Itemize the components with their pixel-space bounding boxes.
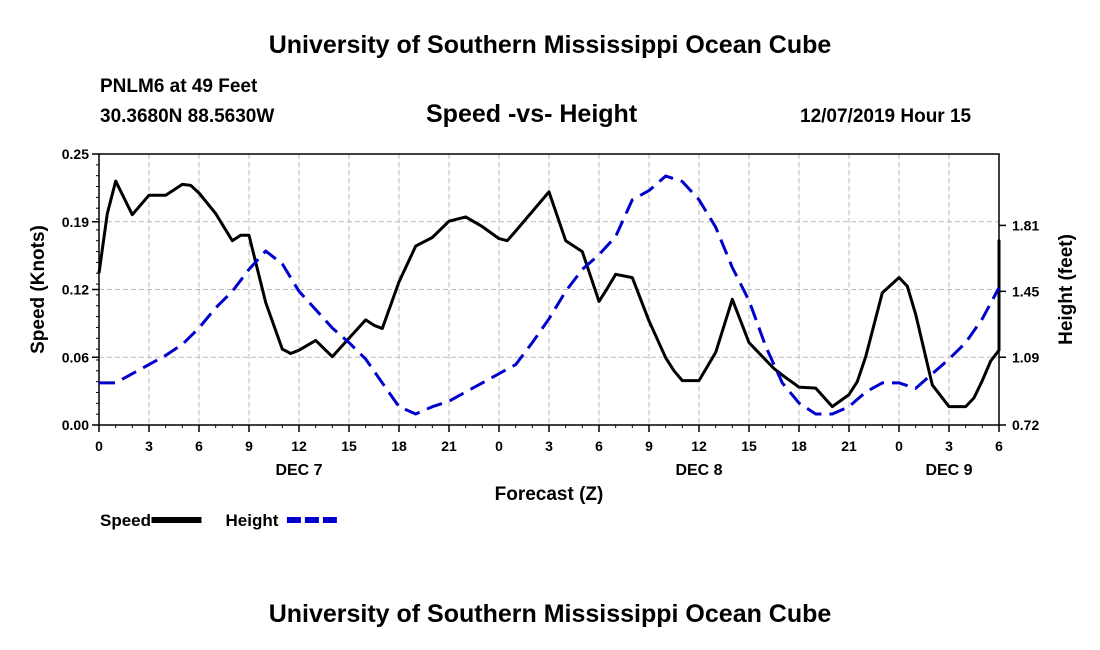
footer-title: University of Southern Mississippi Ocean… bbox=[268, 600, 832, 628]
y-axis-label-right: Height (feet) bbox=[1056, 234, 1077, 345]
x-tick-label: 9 bbox=[245, 438, 253, 454]
x-tick-label: 3 bbox=[145, 438, 153, 454]
x-tick-label: 12 bbox=[291, 438, 307, 454]
x-tick-label: 6 bbox=[595, 438, 603, 454]
y-left-tick-label: 0.12 bbox=[62, 282, 89, 298]
x-axis-label: Forecast (Z) bbox=[495, 484, 604, 505]
y-right-tick-label: 1.09 bbox=[1012, 349, 1039, 365]
x-tick-label: 21 bbox=[441, 438, 457, 454]
x-tick-label: 15 bbox=[741, 438, 757, 454]
y-left-tick-label: 0.25 bbox=[62, 146, 89, 162]
x-tick-label: 18 bbox=[391, 438, 407, 454]
y-axis-label-left: Speed (Knots) bbox=[28, 225, 49, 354]
datetime-label: 12/07/2019 Hour 15 bbox=[800, 106, 972, 127]
coordinates-label: 30.3680N 88.5630W bbox=[100, 106, 275, 127]
chart-title: Speed -vs- Height bbox=[426, 100, 638, 128]
x-tick-label: 0 bbox=[495, 438, 503, 454]
legend-label-height: Height bbox=[226, 511, 279, 530]
x-tick-label: 15 bbox=[341, 438, 357, 454]
x-tick-label: 6 bbox=[995, 438, 1003, 454]
x-tick-label: 6 bbox=[195, 438, 203, 454]
x-tick-label: 9 bbox=[645, 438, 653, 454]
station-label: PNLM6 at 49 Feet bbox=[100, 76, 258, 97]
page-title: University of Southern Mississippi Ocean… bbox=[268, 31, 832, 59]
y-right-tick-label: 1.45 bbox=[1012, 283, 1039, 299]
series-line-speed bbox=[97, 179, 1001, 409]
x-tick-label: 21 bbox=[841, 438, 857, 454]
y-left-tick-label: 0.19 bbox=[62, 214, 89, 230]
x-tick-label: 0 bbox=[95, 438, 103, 454]
x-tick-label: 3 bbox=[945, 438, 953, 454]
day-label: DEC 9 bbox=[925, 462, 972, 479]
y-right-tick-label: 1.81 bbox=[1012, 217, 1039, 233]
y-right-tick-label: 0.72 bbox=[1012, 417, 1039, 433]
series-line-height bbox=[99, 174, 1001, 416]
legend-label-speed: Speed bbox=[100, 511, 151, 530]
day-label: DEC 7 bbox=[275, 462, 322, 479]
day-label: DEC 8 bbox=[675, 462, 722, 479]
y-left-tick-label: 0.00 bbox=[62, 417, 89, 433]
x-tick-label: 3 bbox=[545, 438, 553, 454]
y-left-tick-label: 0.06 bbox=[62, 349, 89, 365]
x-tick-label: 12 bbox=[691, 438, 707, 454]
x-tick-label: 18 bbox=[791, 438, 807, 454]
x-tick-label: 0 bbox=[895, 438, 903, 454]
